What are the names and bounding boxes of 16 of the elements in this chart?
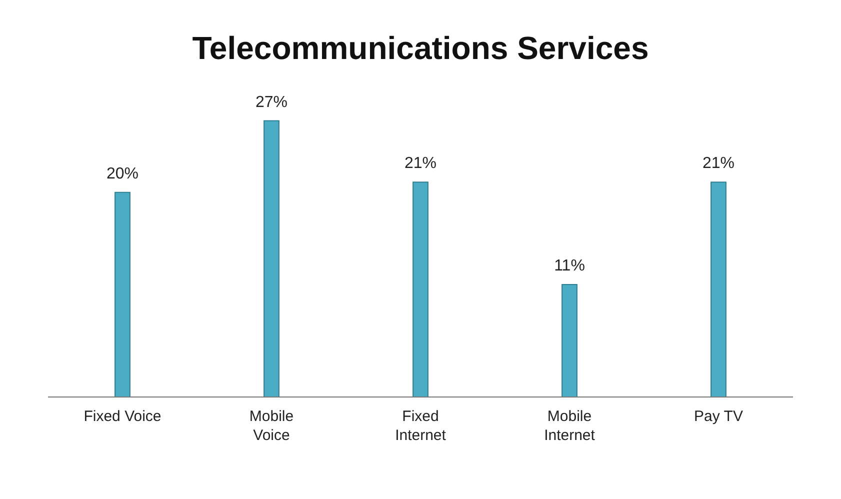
x-tick-label: Pay TV [694,408,743,425]
bar [562,284,578,397]
x-tick-label: Fixed Voice [84,408,162,425]
bar [710,182,726,397]
bar [114,192,130,397]
data-label: 11% [554,257,585,274]
data-label: 21% [404,155,437,172]
data-label: 20% [106,165,139,182]
data-label: 27% [255,94,288,111]
chart-title: Telecommunications Services [191,29,650,67]
x-tick-label: Mobile Internet [544,408,596,444]
x-tick-label: Fixed Internet [395,408,447,444]
bar [412,182,428,397]
data-label: 21% [702,155,735,172]
bar [264,120,280,397]
x-tick-label: Mobile Voice [249,408,294,444]
